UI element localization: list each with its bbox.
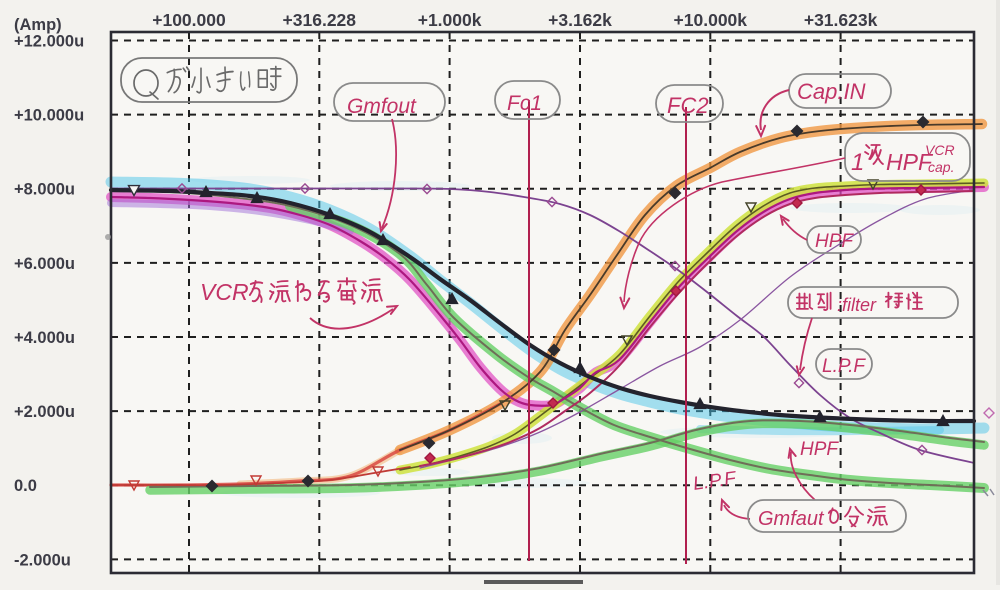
svg-text:Gmfaut: Gmfaut — [758, 508, 825, 530]
svg-text:+1.000k: +1.000k — [418, 10, 482, 30]
svg-text:L.P.F: L.P.F — [822, 356, 866, 377]
svg-text:+10.000k: +10.000k — [674, 10, 748, 30]
svg-text:+100.000: +100.000 — [152, 10, 226, 30]
svg-text:+10.000u: +10.000u — [14, 107, 84, 125]
svg-text:+31.623k: +31.623k — [804, 10, 878, 30]
svg-text:1: 1 — [851, 149, 864, 176]
svg-text:(Amp): (Amp) — [14, 16, 62, 34]
svg-text:VCR: VCR — [200, 279, 249, 305]
svg-text:+12.000u: +12.000u — [14, 33, 84, 51]
svg-text:+316.228: +316.228 — [283, 10, 357, 30]
svg-text::filter: :filter — [837, 295, 877, 315]
svg-text:+4.000u: +4.000u — [14, 329, 75, 347]
svg-text:Fc1: Fc1 — [507, 92, 542, 115]
svg-text:+2.000u: +2.000u — [14, 403, 75, 421]
svg-text:HPF: HPF — [800, 439, 839, 460]
svg-text:cap.: cap. — [928, 159, 954, 175]
svg-text:0.0: 0.0 — [14, 477, 37, 495]
svg-text:Cap.IN: Cap.IN — [797, 79, 866, 104]
svg-text:HPF: HPF — [886, 149, 934, 175]
svg-text:HPF: HPF — [815, 231, 854, 252]
svg-text:Gmfout: Gmfout — [347, 95, 417, 118]
svg-text:FC2: FC2 — [667, 93, 709, 118]
svg-text:+8.000u: +8.000u — [14, 181, 75, 199]
svg-text:+6.000u: +6.000u — [14, 255, 75, 273]
svg-text:+3.162k: +3.162k — [548, 10, 612, 30]
svg-text:VCR: VCR — [925, 142, 955, 158]
svg-text:-2.000u: -2.000u — [14, 551, 71, 569]
